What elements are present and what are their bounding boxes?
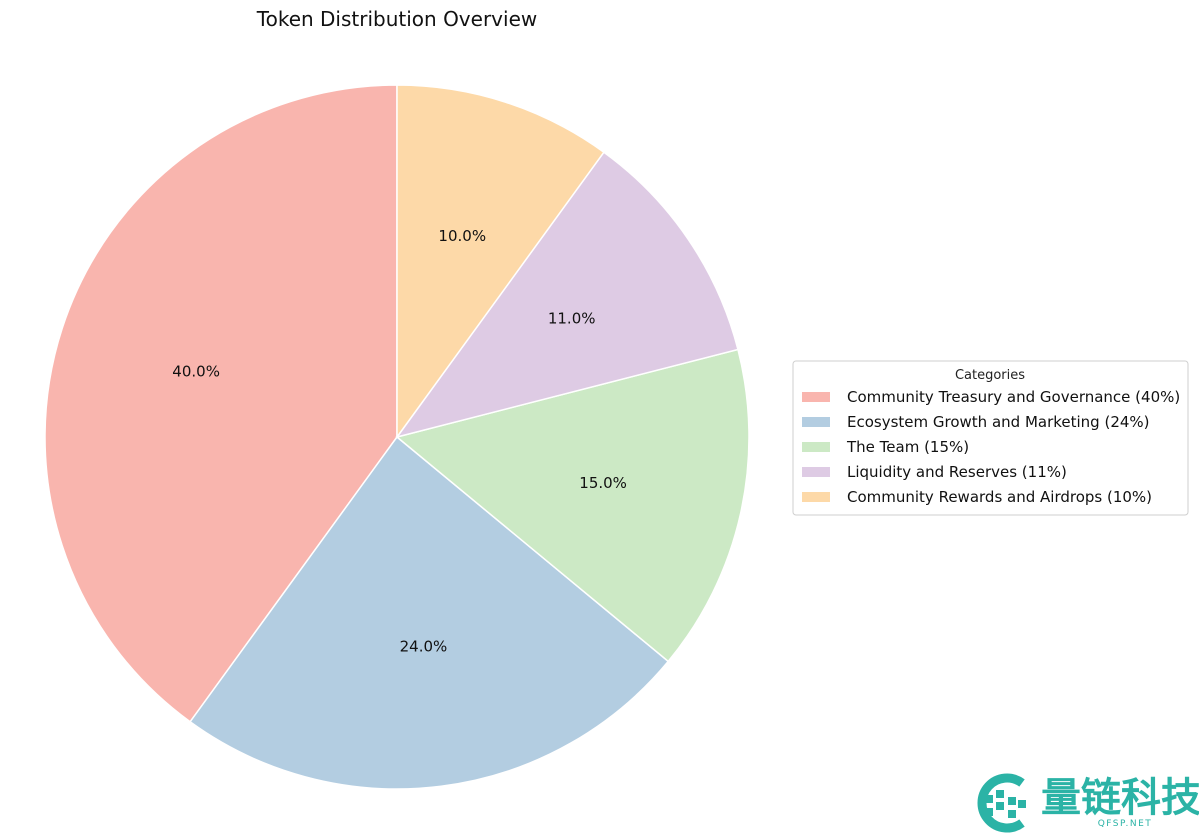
- pie-percent-label-1: 24.0%: [400, 638, 448, 656]
- pie-percent-labels: 40.0% 24.0% 15.0% 11.0% 10.0%: [172, 227, 627, 655]
- legend-label-3: Liquidity and Reserves (11%): [847, 463, 1067, 481]
- pie-percent-label-2: 15.0%: [579, 474, 627, 492]
- legend-label-1: Ecosystem Growth and Marketing (24%): [847, 413, 1150, 431]
- pie-slice-4: [396, 84, 605, 440]
- legend-swatch-1: [802, 417, 830, 427]
- watermark-logo-square-2: [996, 802, 1004, 810]
- pie-percent-label-4: 10.0%: [438, 227, 486, 245]
- watermark-logo-square-4: [1008, 797, 1016, 805]
- pie-slice-0: [44, 84, 398, 723]
- watermark: 量链科技 QFSP.NET: [977, 773, 1199, 833]
- pie-percent-label-0: 40.0%: [172, 363, 220, 381]
- watermark-logo-square-5: [1008, 810, 1016, 818]
- watermark-logo-square-0: [985, 795, 993, 803]
- legend-swatch-3: [802, 467, 830, 477]
- legend-label-0: Community Treasury and Governance (40%): [847, 388, 1180, 406]
- watermark-text-cn: 量链科技: [1041, 775, 1199, 821]
- pie-percent-label-3: 11.0%: [548, 309, 596, 327]
- pie-slices: [44, 84, 750, 790]
- pie-slice-2: [395, 348, 750, 663]
- legend-swatch-0: [802, 392, 830, 402]
- legend-label-2: The Team (15%): [846, 438, 969, 456]
- watermark-logo-square-6: [1018, 800, 1026, 808]
- watermark-logo-square-3: [985, 808, 993, 816]
- legend: Categories Community Treasury and Govern…: [792, 360, 1189, 516]
- watermark-logo-icon: [977, 773, 1026, 833]
- legend-items: Community Treasury and Governance (40%) E…: [802, 388, 1180, 506]
- chart-title: Token Distribution Overview: [256, 7, 537, 31]
- legend-swatch-4: [802, 492, 830, 502]
- pie-slice-3: [395, 151, 739, 439]
- watermark-logo-square-1: [996, 790, 1004, 798]
- pie-slice-1: [189, 435, 670, 790]
- legend-frame: [792, 360, 1189, 516]
- watermark-logo-arc: [977, 773, 1025, 833]
- legend-swatch-2: [802, 442, 830, 452]
- watermark-text-en: QFSP.NET: [1098, 819, 1153, 829]
- legend-title: Categories: [955, 368, 1025, 383]
- legend-label-4: Community Rewards and Airdrops (10%): [847, 488, 1152, 506]
